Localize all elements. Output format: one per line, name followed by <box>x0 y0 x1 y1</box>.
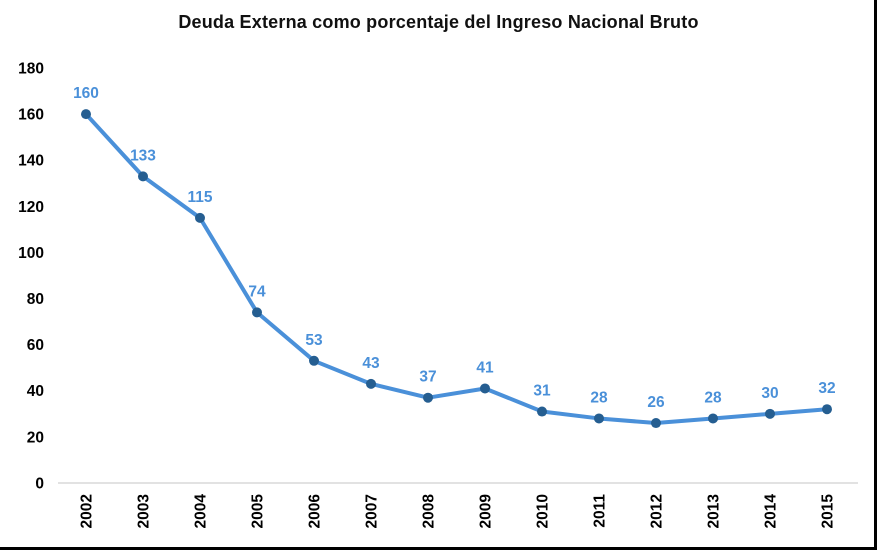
x-axis-tick-label: 2012 <box>648 494 665 528</box>
data-point-label: 133 <box>130 147 156 164</box>
y-axis-tick-label: 60 <box>27 337 44 354</box>
y-axis-tick-label: 160 <box>18 107 44 124</box>
data-point-marker <box>708 413 718 424</box>
data-point-marker <box>765 408 775 419</box>
x-axis-tick-label: 2010 <box>534 494 551 528</box>
y-axis-tick-label: 120 <box>18 199 44 216</box>
y-axis-tick-label: 140 <box>18 153 44 170</box>
x-axis-tick-label: 2004 <box>192 494 209 529</box>
data-point-marker <box>81 109 91 120</box>
data-point-marker <box>252 307 262 318</box>
data-point-label: 74 <box>248 283 266 300</box>
x-axis-tick-label: 2002 <box>78 494 95 528</box>
x-axis-tick-label: 2014 <box>762 494 779 529</box>
data-point-label: 43 <box>362 355 380 372</box>
y-axis-tick-label: 40 <box>27 383 44 400</box>
y-axis-tick-label: 20 <box>27 429 44 446</box>
data-point-marker <box>195 212 205 223</box>
data-point-label: 32 <box>818 380 835 397</box>
y-axis-tick-label: 0 <box>35 475 44 492</box>
data-point-marker <box>594 413 604 424</box>
y-axis-tick-label: 100 <box>18 245 44 262</box>
data-point-label: 28 <box>704 389 722 406</box>
x-axis-tick-label: 2011 <box>591 494 608 528</box>
x-axis-tick-label: 2009 <box>477 494 494 529</box>
data-point-label: 160 <box>73 85 99 102</box>
x-axis-tick-label: 2006 <box>306 494 323 529</box>
data-point-label: 115 <box>187 189 212 206</box>
data-point-label: 28 <box>590 389 608 406</box>
x-axis-tick-label: 2013 <box>705 494 722 529</box>
data-point-label: 41 <box>476 359 494 376</box>
data-point-marker <box>366 378 376 389</box>
data-point-marker <box>423 392 433 403</box>
x-axis-tick-label: 2003 <box>135 494 152 529</box>
series-line <box>84 112 829 426</box>
data-point-marker <box>651 418 661 429</box>
data-point-label: 26 <box>647 394 665 411</box>
x-axis-tick-label: 2007 <box>363 494 380 528</box>
data-point-marker <box>480 383 490 394</box>
x-axis-tick-label: 2005 <box>249 494 266 529</box>
x-axis-tick-label: 2008 <box>420 494 437 529</box>
y-axis-tick-label: 180 <box>18 60 44 77</box>
data-point-label: 37 <box>419 369 436 386</box>
data-point-marker <box>138 171 148 182</box>
data-point-label: 31 <box>533 383 551 400</box>
data-point-label: 30 <box>761 385 778 402</box>
data-point-marker <box>822 404 832 415</box>
y-axis-tick-label: 80 <box>27 291 44 308</box>
data-point-label: 53 <box>305 332 323 349</box>
chart-title: Deuda Externa como porcentaje del Ingres… <box>178 12 699 32</box>
data-point-marker <box>537 406 547 417</box>
data-point-marker <box>309 355 319 366</box>
x-axis-tick-label: 2015 <box>819 494 836 529</box>
